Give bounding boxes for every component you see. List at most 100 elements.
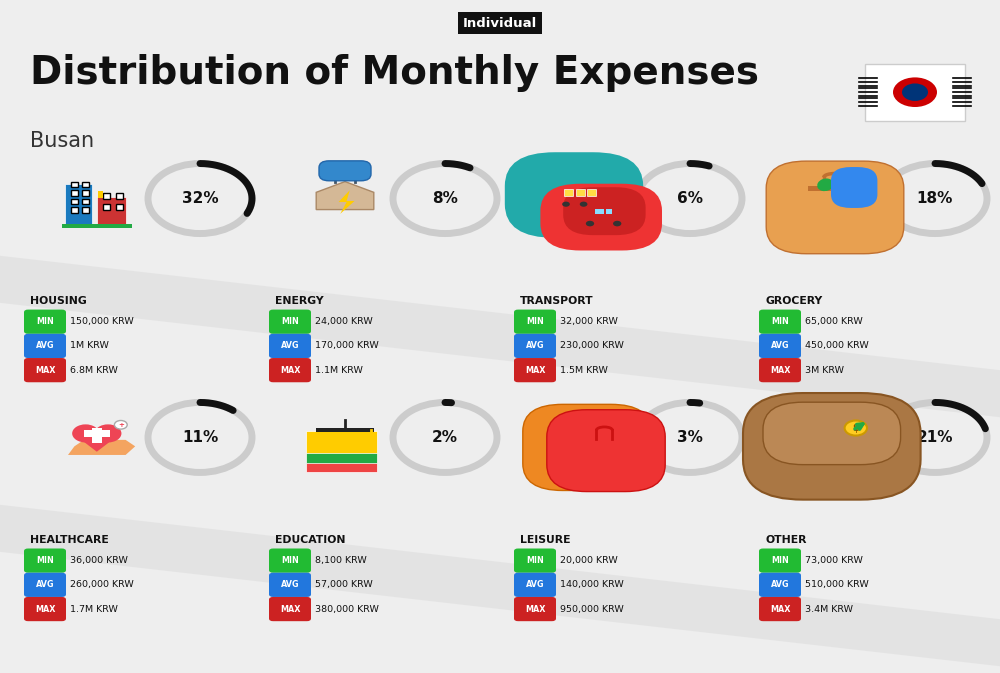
FancyBboxPatch shape [24,597,66,621]
FancyBboxPatch shape [743,393,921,499]
FancyBboxPatch shape [71,182,78,187]
FancyBboxPatch shape [564,189,573,196]
Text: MIN: MIN [36,317,54,326]
Text: MAX: MAX [770,365,790,375]
FancyBboxPatch shape [71,207,78,213]
Text: 380,000 KRW: 380,000 KRW [315,604,379,614]
Text: 11%: 11% [182,430,218,445]
FancyBboxPatch shape [24,334,66,358]
FancyBboxPatch shape [116,193,123,199]
FancyBboxPatch shape [24,310,66,334]
FancyBboxPatch shape [563,187,646,235]
Circle shape [562,202,570,207]
Text: 6%: 6% [677,191,703,206]
FancyBboxPatch shape [514,310,556,334]
FancyBboxPatch shape [71,199,78,204]
Text: MIN: MIN [281,317,299,326]
Text: 3M KRW: 3M KRW [805,365,844,375]
FancyBboxPatch shape [505,152,643,238]
FancyBboxPatch shape [759,310,801,334]
FancyBboxPatch shape [269,334,311,358]
Circle shape [586,221,594,226]
Circle shape [580,202,587,207]
FancyBboxPatch shape [82,207,89,213]
Text: AVG: AVG [526,580,544,590]
FancyBboxPatch shape [763,402,901,464]
Text: MAX: MAX [770,604,790,614]
FancyBboxPatch shape [116,205,123,210]
Text: ENERGY: ENERGY [275,296,324,306]
Text: MAX: MAX [280,604,300,614]
Text: Individual: Individual [463,17,537,30]
Text: 32%: 32% [182,191,218,206]
Text: 8%: 8% [432,191,458,206]
FancyBboxPatch shape [865,64,965,121]
Circle shape [845,421,867,435]
Text: 3.4M KRW: 3.4M KRW [805,604,853,614]
FancyBboxPatch shape [547,410,665,491]
FancyBboxPatch shape [269,597,311,621]
FancyBboxPatch shape [319,161,371,181]
Text: 65,000 KRW: 65,000 KRW [805,317,863,326]
FancyBboxPatch shape [103,193,110,199]
FancyBboxPatch shape [759,573,801,597]
Text: MAX: MAX [525,365,545,375]
Text: 170,000 KRW: 170,000 KRW [315,341,379,351]
Text: HEALTHCARE: HEALTHCARE [30,535,109,545]
FancyBboxPatch shape [514,548,556,573]
Text: 950,000 KRW: 950,000 KRW [560,604,624,614]
FancyBboxPatch shape [808,186,862,191]
FancyBboxPatch shape [82,199,89,204]
Text: 1.5M KRW: 1.5M KRW [560,365,608,375]
Text: LEISURE: LEISURE [520,535,570,545]
Text: HOUSING: HOUSING [30,296,87,306]
Text: 18%: 18% [917,191,953,206]
Text: Busan: Busan [30,131,94,151]
Text: MIN: MIN [526,317,544,326]
Text: EDUCATION: EDUCATION [275,535,346,545]
Text: MIN: MIN [526,556,544,565]
Text: 450,000 KRW: 450,000 KRW [805,341,869,351]
Text: MAX: MAX [35,365,55,375]
Text: 1.7M KRW: 1.7M KRW [70,604,118,614]
Text: 150,000 KRW: 150,000 KRW [70,317,134,326]
Polygon shape [339,190,355,214]
Text: MIN: MIN [771,317,789,326]
FancyBboxPatch shape [759,548,801,573]
Text: 510,000 KRW: 510,000 KRW [805,580,869,590]
Text: 36,000 KRW: 36,000 KRW [70,556,128,565]
Polygon shape [0,256,1000,417]
Text: MAX: MAX [525,604,545,614]
FancyBboxPatch shape [587,189,596,196]
FancyBboxPatch shape [576,189,585,196]
Text: Distribution of Monthly Expenses: Distribution of Monthly Expenses [30,54,759,92]
FancyBboxPatch shape [766,161,904,254]
Text: 21%: 21% [917,430,953,445]
Circle shape [95,425,121,442]
Text: 260,000 KRW: 260,000 KRW [70,580,134,590]
Text: 73,000 KRW: 73,000 KRW [805,556,863,565]
FancyBboxPatch shape [540,184,662,250]
Text: 8,100 KRW: 8,100 KRW [315,556,367,565]
Text: AVG: AVG [36,341,54,351]
Ellipse shape [817,178,834,191]
FancyBboxPatch shape [24,573,66,597]
FancyBboxPatch shape [269,310,311,334]
Text: 2%: 2% [432,430,458,445]
FancyBboxPatch shape [316,427,374,432]
Text: 3%: 3% [677,430,703,445]
Circle shape [72,425,99,442]
Circle shape [902,83,928,101]
FancyBboxPatch shape [269,573,311,597]
Text: 1.1M KRW: 1.1M KRW [315,365,363,375]
FancyBboxPatch shape [269,358,311,382]
Text: MIN: MIN [36,556,54,565]
FancyBboxPatch shape [84,430,110,437]
FancyBboxPatch shape [97,197,126,227]
Circle shape [114,421,127,429]
Polygon shape [0,505,1000,666]
Circle shape [833,180,849,191]
Text: 1M KRW: 1M KRW [70,341,109,351]
Polygon shape [316,182,374,209]
FancyBboxPatch shape [24,548,66,573]
